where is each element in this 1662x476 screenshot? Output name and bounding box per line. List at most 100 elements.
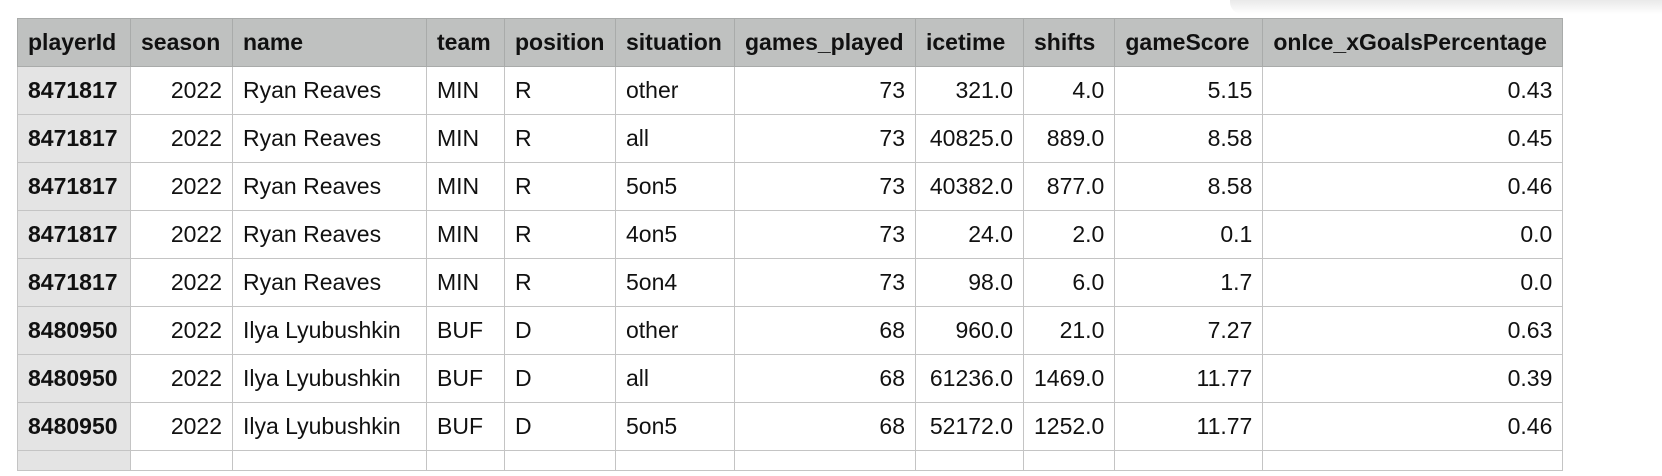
table-cell[interactable] [130,450,233,471]
cell-team[interactable]: MIN [426,210,505,259]
cell-situation[interactable]: all [615,114,735,163]
cell-shifts[interactable]: 889.0 [1022,114,1116,163]
cell-name[interactable]: Ryan Reaves [232,258,427,307]
cell-onice-xgoals-percentage[interactable]: 0.63 [1262,306,1564,355]
cell-onice-xgoals-percentage[interactable]: 0.46 [1262,402,1564,451]
cell-playerid[interactable]: 8480950 [17,354,131,403]
cell-icetime[interactable]: 321.0 [915,66,1024,115]
cell-games-played[interactable]: 73 [734,114,916,163]
column-header-icetime[interactable]: icetime [915,18,1024,67]
cell-shifts[interactable]: 1469.0 [1022,354,1116,403]
cell-icetime[interactable]: 61236.0 [915,354,1024,403]
cell-season[interactable]: 2022 [130,354,233,403]
cell-team[interactable]: BUF [426,354,505,403]
cell-team[interactable]: MIN [426,114,505,163]
cell-name[interactable]: Ryan Reaves [232,114,427,163]
cell-position[interactable]: R [504,258,616,307]
cell-games-played[interactable]: 68 [734,306,916,355]
cell-gamescore[interactable]: 0.1 [1114,210,1264,259]
cell-icetime[interactable]: 40382.0 [915,162,1024,211]
column-header-playerId[interactable]: playerId [17,18,131,67]
cell-name[interactable]: Ryan Reaves [232,162,427,211]
cell-playerid[interactable]: 8471817 [17,162,131,211]
table-cell[interactable] [504,450,616,471]
cell-playerid[interactable]: 8471817 [17,210,131,259]
cell-gamescore[interactable]: 8.58 [1114,162,1264,211]
cell-icetime[interactable]: 40825.0 [915,114,1024,163]
cell-team[interactable]: BUF [426,306,505,355]
cell-gamescore[interactable]: 11.77 [1114,402,1264,451]
column-header-name[interactable]: name [232,18,427,67]
cell-onice-xgoals-percentage[interactable]: 0.39 [1262,354,1564,403]
cell-season[interactable]: 2022 [130,66,233,115]
cell-situation[interactable]: all [615,354,735,403]
table-cell[interactable] [232,450,427,471]
table-cell[interactable] [1022,450,1116,471]
table-cell[interactable] [17,450,131,471]
cell-games-played[interactable]: 73 [734,162,916,211]
column-header-situation[interactable]: situation [615,18,735,67]
column-header-position[interactable]: position [504,18,616,67]
cell-playerid[interactable]: 8480950 [17,402,131,451]
cell-playerid[interactable]: 8471817 [17,114,131,163]
table-cell[interactable] [734,450,916,471]
cell-team[interactable]: BUF [426,402,505,451]
cell-games-played[interactable]: 73 [734,66,916,115]
cell-gamescore[interactable]: 5.15 [1114,66,1264,115]
column-header-games-played[interactable]: games_played [734,18,916,67]
cell-games-played[interactable]: 73 [734,258,916,307]
cell-onice-xgoals-percentage[interactable]: 0.45 [1262,114,1564,163]
cell-season[interactable]: 2022 [130,162,233,211]
cell-games-played[interactable]: 68 [734,402,916,451]
cell-onice-xgoals-percentage[interactable]: 0.43 [1262,66,1564,115]
cell-season[interactable]: 2022 [130,114,233,163]
cell-position[interactable]: R [504,162,616,211]
cell-gamescore[interactable]: 7.27 [1114,306,1264,355]
cell-situation[interactable]: other [615,306,735,355]
cell-position[interactable]: R [504,66,616,115]
cell-team[interactable]: MIN [426,258,505,307]
column-header-team[interactable]: team [426,18,505,67]
cell-icetime[interactable]: 52172.0 [915,402,1024,451]
cell-situation[interactable]: 4on5 [615,210,735,259]
table-cell[interactable] [615,450,735,471]
cell-position[interactable]: D [504,402,616,451]
column-header-shifts[interactable]: shifts [1022,18,1116,67]
cell-name[interactable]: Ryan Reaves [232,66,427,115]
cell-position[interactable]: D [504,354,616,403]
cell-season[interactable]: 2022 [130,258,233,307]
cell-playerid[interactable]: 8480950 [17,306,131,355]
cell-shifts[interactable]: 6.0 [1022,258,1116,307]
cell-games-played[interactable]: 68 [734,354,916,403]
cell-team[interactable]: MIN [426,162,505,211]
cell-playerid[interactable]: 8471817 [17,258,131,307]
cell-gamescore[interactable]: 8.58 [1114,114,1264,163]
cell-shifts[interactable]: 1252.0 [1022,402,1116,451]
cell-shifts[interactable]: 21.0 [1022,306,1116,355]
cell-position[interactable]: D [504,306,616,355]
cell-onice-xgoals-percentage[interactable]: 0.0 [1262,258,1564,307]
cell-season[interactable]: 2022 [130,402,233,451]
table-cell[interactable] [1262,450,1564,471]
cell-position[interactable]: R [504,114,616,163]
cell-icetime[interactable]: 960.0 [915,306,1024,355]
cell-situation[interactable]: 5on4 [615,258,735,307]
table-cell[interactable] [915,450,1024,471]
cell-position[interactable]: R [504,210,616,259]
cell-shifts[interactable]: 877.0 [1022,162,1116,211]
cell-shifts[interactable]: 4.0 [1022,66,1116,115]
column-header-gamescore[interactable]: gameScore [1114,18,1264,67]
cell-name[interactable]: Ilya Lyubushkin [232,402,427,451]
column-header-season[interactable]: season [130,18,233,67]
cell-name[interactable]: Ilya Lyubushkin [232,354,427,403]
cell-season[interactable]: 2022 [130,306,233,355]
table-cell[interactable] [426,450,505,471]
cell-icetime[interactable]: 98.0 [915,258,1024,307]
cell-games-played[interactable]: 73 [734,210,916,259]
cell-onice-xgoals-percentage[interactable]: 0.0 [1262,210,1564,259]
cell-gamescore[interactable]: 1.7 [1114,258,1264,307]
cell-playerid[interactable]: 8471817 [17,66,131,115]
cell-shifts[interactable]: 2.0 [1022,210,1116,259]
cell-name[interactable]: Ilya Lyubushkin [232,306,427,355]
cell-team[interactable]: MIN [426,66,505,115]
